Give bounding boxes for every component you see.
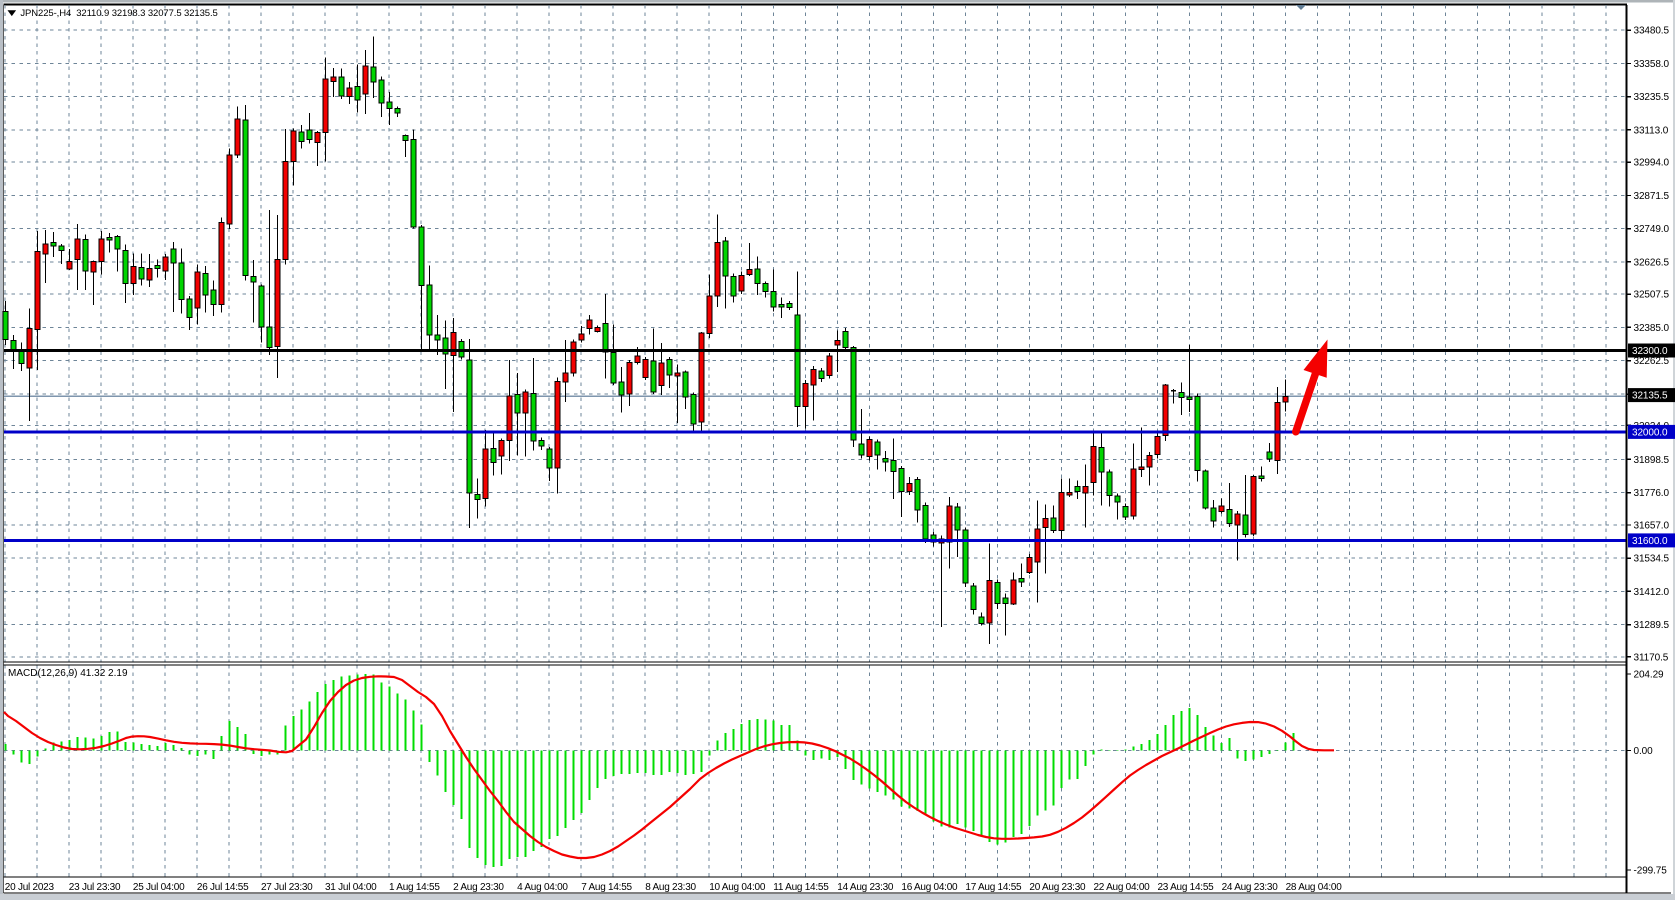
svg-text:27 Jul 23:30: 27 Jul 23:30 <box>261 882 313 893</box>
svg-text:32262.5: 32262.5 <box>1634 356 1670 367</box>
svg-text:32135.5: 32135.5 <box>1632 391 1668 402</box>
svg-text:17 Aug 14:55: 17 Aug 14:55 <box>965 882 1022 893</box>
svg-text:20 Jul 2023: 20 Jul 2023 <box>5 882 55 893</box>
svg-text:11 Aug 14:55: 11 Aug 14:55 <box>773 882 829 893</box>
svg-text:33358.0: 33358.0 <box>1634 59 1670 70</box>
svg-text:8 Aug 23:30: 8 Aug 23:30 <box>645 882 696 893</box>
svg-text:32385.0: 32385.0 <box>1634 323 1670 334</box>
svg-text:28 Aug 04:00: 28 Aug 04:00 <box>1286 882 1343 893</box>
svg-text:33235.5: 33235.5 <box>1634 92 1670 103</box>
svg-text:32871.5: 32871.5 <box>1634 191 1670 202</box>
svg-text:32000.0: 32000.0 <box>1632 427 1668 438</box>
svg-text:32300.0: 32300.0 <box>1632 346 1668 357</box>
svg-text:4 Aug 04:00: 4 Aug 04:00 <box>517 882 568 893</box>
svg-text:14 Aug 23:30: 14 Aug 23:30 <box>837 882 894 893</box>
svg-text:31412.0: 31412.0 <box>1634 587 1670 598</box>
svg-text:2 Aug 23:30: 2 Aug 23:30 <box>453 882 504 893</box>
svg-text:32507.5: 32507.5 <box>1634 290 1670 301</box>
svg-text:31776.0: 31776.0 <box>1634 488 1670 499</box>
svg-text:32994.0: 32994.0 <box>1634 158 1670 169</box>
svg-text:20 Aug 23:30: 20 Aug 23:30 <box>1029 882 1086 893</box>
svg-text:0.00: 0.00 <box>1634 746 1654 757</box>
svg-text:26 Jul 14:55: 26 Jul 14:55 <box>197 882 249 893</box>
svg-text:31289.5: 31289.5 <box>1634 620 1670 631</box>
svg-text:31 Jul 04:00: 31 Jul 04:00 <box>325 882 377 893</box>
svg-text:25 Jul 04:00: 25 Jul 04:00 <box>133 882 185 893</box>
svg-text:32626.5: 32626.5 <box>1634 257 1670 268</box>
svg-text:7 Aug 14:55: 7 Aug 14:55 <box>581 882 632 893</box>
svg-text:24 Aug 23:30: 24 Aug 23:30 <box>1222 882 1279 893</box>
svg-text:MACD(12,26,9) 41.32 2.19: MACD(12,26,9) 41.32 2.19 <box>8 668 128 679</box>
svg-text:31657.0: 31657.0 <box>1634 521 1670 532</box>
svg-text:31170.5: 31170.5 <box>1634 652 1669 663</box>
svg-text:31534.5: 31534.5 <box>1634 554 1670 565</box>
svg-text:32749.0: 32749.0 <box>1634 224 1670 235</box>
svg-text:16 Aug 04:00: 16 Aug 04:00 <box>901 882 958 893</box>
svg-text:23 Jul 23:30: 23 Jul 23:30 <box>69 882 121 893</box>
svg-text:1 Aug 14:55: 1 Aug 14:55 <box>389 882 440 893</box>
svg-text:10 Aug 04:00: 10 Aug 04:00 <box>709 882 766 893</box>
svg-text:-299.75: -299.75 <box>1634 866 1668 877</box>
svg-text:204.29: 204.29 <box>1634 670 1665 681</box>
svg-text:31898.5: 31898.5 <box>1634 455 1670 466</box>
svg-text:33113.0: 33113.0 <box>1634 125 1669 136</box>
svg-text:31600.0: 31600.0 <box>1632 536 1668 547</box>
svg-text:22 Aug 04:00: 22 Aug 04:00 <box>1094 882 1151 893</box>
svg-text:23 Aug 14:55: 23 Aug 14:55 <box>1158 882 1215 893</box>
svg-text:JPN225-,H4 32110.9 32198.3 32: JPN225-,H4 32110.9 32198.3 32077.5 32135… <box>20 8 217 19</box>
svg-text:33480.5: 33480.5 <box>1634 26 1670 37</box>
